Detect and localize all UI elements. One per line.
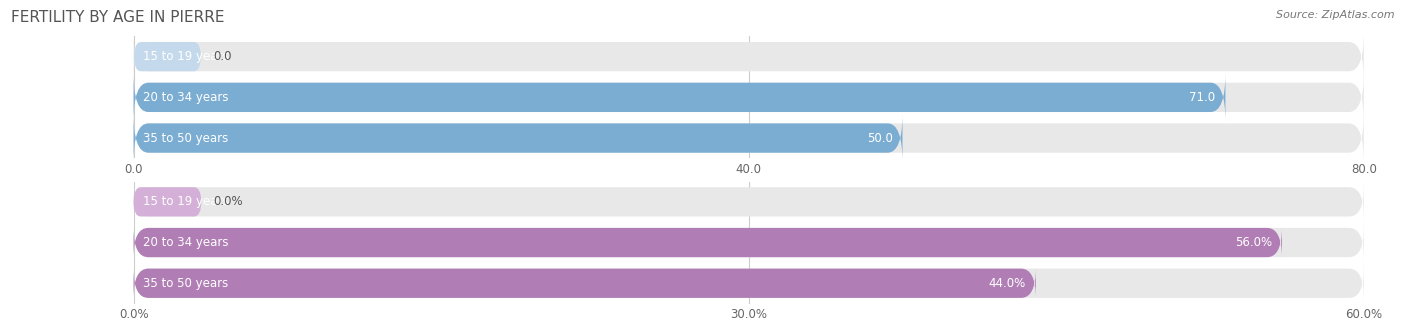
Text: 20 to 34 years: 20 to 34 years	[143, 91, 229, 104]
Text: 0.0%: 0.0%	[214, 195, 243, 208]
Text: 0.0: 0.0	[214, 50, 232, 63]
Text: FERTILITY BY AGE IN PIERRE: FERTILITY BY AGE IN PIERRE	[11, 10, 225, 25]
FancyBboxPatch shape	[134, 187, 1364, 216]
Text: 35 to 50 years: 35 to 50 years	[143, 132, 229, 145]
FancyBboxPatch shape	[134, 73, 1364, 122]
Text: 20 to 34 years: 20 to 34 years	[143, 236, 229, 249]
Text: 44.0%: 44.0%	[988, 277, 1026, 290]
FancyBboxPatch shape	[134, 114, 1364, 162]
FancyBboxPatch shape	[134, 269, 1364, 298]
Text: Source: ZipAtlas.com: Source: ZipAtlas.com	[1277, 10, 1395, 20]
Text: 56.0%: 56.0%	[1234, 236, 1272, 249]
Text: 35 to 50 years: 35 to 50 years	[143, 277, 229, 290]
FancyBboxPatch shape	[134, 228, 1282, 257]
FancyBboxPatch shape	[134, 187, 201, 216]
Text: 15 to 19 years: 15 to 19 years	[143, 195, 229, 208]
Text: 71.0: 71.0	[1189, 91, 1216, 104]
FancyBboxPatch shape	[134, 73, 1226, 122]
FancyBboxPatch shape	[134, 114, 903, 162]
FancyBboxPatch shape	[134, 32, 1364, 81]
FancyBboxPatch shape	[134, 228, 1364, 257]
Text: 50.0: 50.0	[866, 132, 893, 145]
FancyBboxPatch shape	[134, 269, 1036, 298]
FancyBboxPatch shape	[134, 42, 201, 71]
Text: 15 to 19 years: 15 to 19 years	[143, 50, 229, 63]
